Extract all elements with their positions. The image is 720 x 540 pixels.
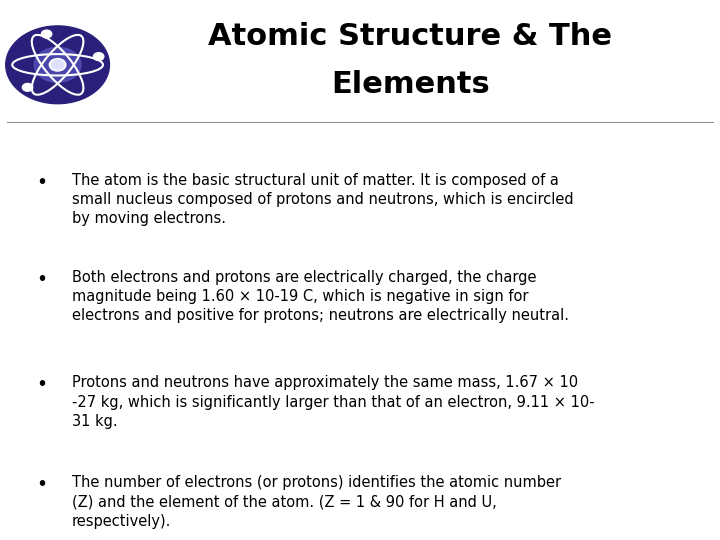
- Circle shape: [42, 30, 52, 38]
- Text: Both electrons and protons are electrically charged, the charge
magnitude being : Both electrons and protons are electrica…: [72, 270, 569, 323]
- Text: Elements: Elements: [331, 70, 490, 99]
- Text: Atomic Structure & The: Atomic Structure & The: [208, 22, 613, 51]
- Text: •: •: [36, 375, 48, 394]
- Text: The atom is the basic structural unit of matter. It is composed of a
small nucle: The atom is the basic structural unit of…: [72, 173, 574, 226]
- Text: •: •: [36, 173, 48, 192]
- Circle shape: [22, 84, 32, 91]
- Text: •: •: [36, 270, 48, 289]
- Text: •: •: [36, 475, 48, 494]
- Circle shape: [35, 48, 81, 82]
- Circle shape: [6, 26, 109, 104]
- Circle shape: [49, 58, 66, 71]
- Circle shape: [51, 60, 64, 70]
- Text: The number of electrons (or protons) identifies the atomic number
(Z) and the el: The number of electrons (or protons) ide…: [72, 475, 561, 529]
- Circle shape: [94, 53, 104, 60]
- Text: Protons and neutrons have approximately the same mass, 1.67 × 10
-27 kg, which i: Protons and neutrons have approximately …: [72, 375, 595, 429]
